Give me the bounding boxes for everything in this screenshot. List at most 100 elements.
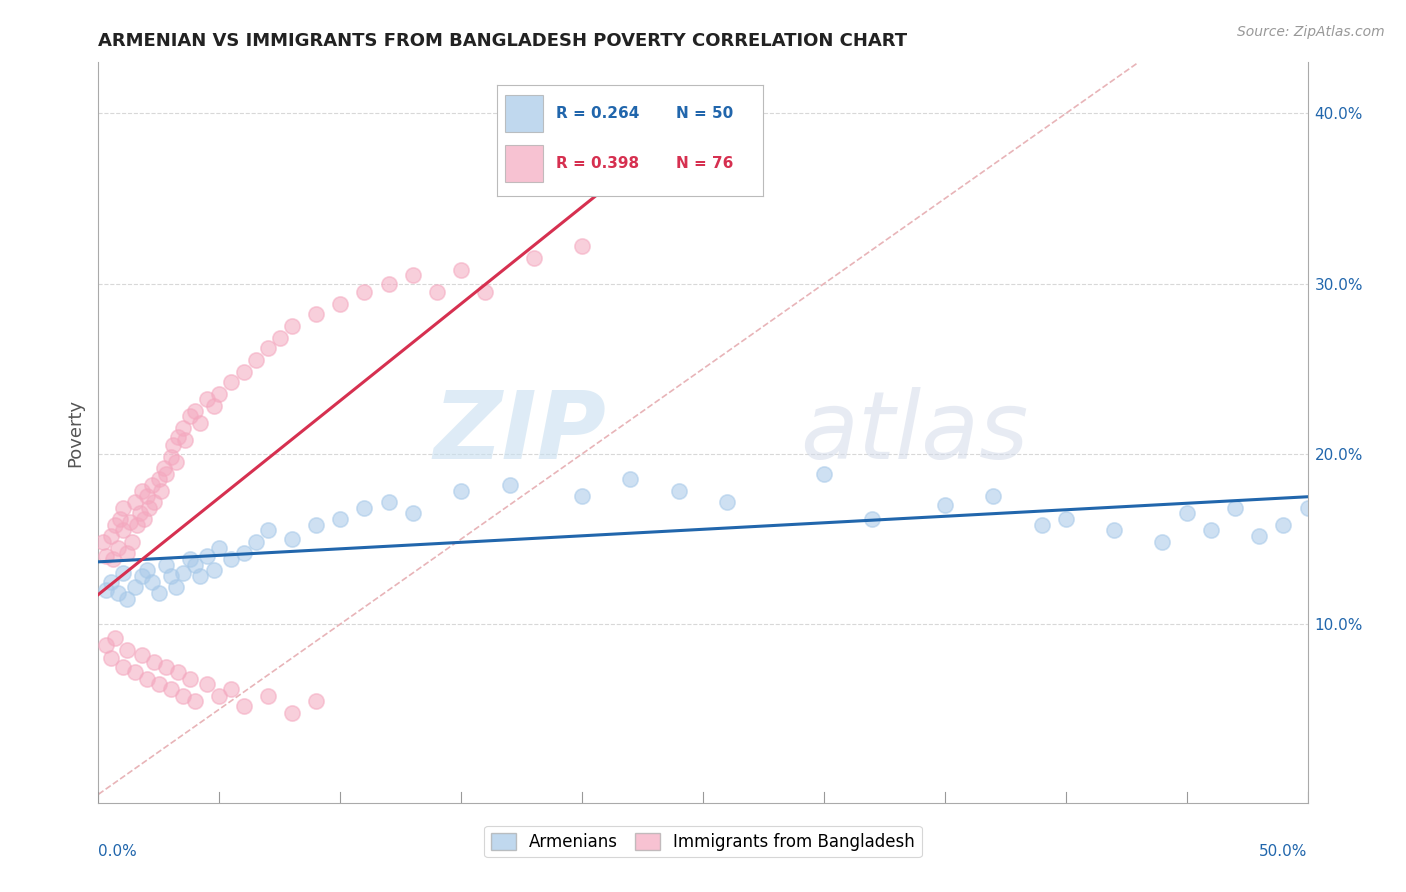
Text: Source: ZipAtlas.com: Source: ZipAtlas.com (1237, 25, 1385, 39)
Point (256, 342, 278, 356)
Point (221, 376, 243, 390)
Point (118, 515, 141, 529)
Point (981, 490, 1004, 504)
Point (117, 642, 139, 657)
Point (135, 563, 157, 577)
Point (143, 655, 166, 669)
Point (204, 399, 226, 413)
Point (111, 566, 134, 580)
Point (138, 501, 160, 516)
Text: ZIP: ZIP (433, 386, 606, 479)
Point (107, 586, 129, 600)
Y-axis label: Poverty: Poverty (66, 399, 84, 467)
Point (121, 535, 143, 549)
Point (94, 549, 117, 563)
Point (148, 676, 170, 690)
Point (160, 569, 183, 583)
Point (221, 681, 243, 696)
Point (195, 549, 218, 563)
Point (245, 353, 267, 368)
Point (934, 498, 956, 512)
Point (94, 638, 117, 652)
Point (94, 582, 117, 597)
Point (172, 421, 194, 435)
Point (141, 477, 163, 491)
Point (188, 569, 211, 583)
Point (155, 467, 177, 482)
Point (128, 507, 150, 521)
Point (498, 477, 520, 491)
Point (111, 501, 134, 516)
Point (1175, 507, 1198, 521)
Point (179, 672, 201, 686)
Point (305, 307, 328, 321)
Point (232, 546, 254, 560)
Point (523, 251, 546, 265)
Point (377, 494, 399, 508)
Point (135, 490, 157, 504)
Point (281, 319, 304, 334)
Point (117, 591, 139, 606)
Point (101, 552, 124, 566)
Point (204, 563, 226, 577)
Point (269, 331, 291, 345)
Point (135, 672, 157, 686)
Point (165, 455, 187, 469)
Point (813, 467, 835, 482)
Point (184, 694, 207, 708)
Point (162, 438, 184, 452)
Point (474, 285, 496, 300)
Point (1152, 535, 1174, 549)
Point (167, 665, 190, 679)
Point (148, 472, 170, 486)
Point (174, 434, 197, 448)
Point (179, 409, 201, 424)
Point (377, 277, 399, 291)
Point (1102, 524, 1125, 538)
Point (1272, 518, 1295, 533)
Point (100, 651, 122, 665)
Point (152, 460, 174, 475)
Point (305, 518, 328, 533)
Point (172, 689, 194, 703)
Point (155, 659, 177, 673)
Point (141, 574, 163, 589)
Point (131, 569, 153, 583)
Point (1199, 524, 1222, 538)
Point (232, 698, 254, 713)
Point (281, 706, 304, 720)
Point (232, 365, 254, 379)
Point (131, 484, 153, 499)
Point (619, 472, 641, 486)
Point (195, 392, 218, 407)
Point (124, 494, 146, 508)
Point (329, 511, 352, 525)
Point (281, 532, 304, 546)
Point (1249, 528, 1271, 542)
Point (165, 580, 187, 594)
Point (179, 552, 201, 566)
Point (104, 631, 127, 645)
Point (353, 285, 375, 300)
Text: 50.0%: 50.0% (1260, 844, 1308, 858)
Text: ARMENIAN VS IMMIGRANTS FROM BANGLADESH POVERTY CORRELATION CHART: ARMENIAN VS IMMIGRANTS FROM BANGLADESH P… (98, 32, 907, 50)
Point (402, 507, 425, 521)
Point (160, 681, 183, 696)
Point (1296, 501, 1319, 516)
Point (111, 524, 134, 538)
Point (100, 528, 122, 542)
Point (167, 430, 190, 444)
Point (117, 546, 139, 560)
Point (1031, 518, 1053, 533)
Point (184, 404, 207, 418)
Point (91, 535, 114, 549)
Point (450, 263, 472, 277)
Point (668, 484, 690, 499)
Point (571, 490, 593, 504)
Point (104, 518, 127, 533)
Point (143, 494, 166, 508)
Point (124, 665, 146, 679)
Point (188, 417, 211, 431)
Point (221, 552, 243, 566)
Point (1054, 511, 1077, 525)
